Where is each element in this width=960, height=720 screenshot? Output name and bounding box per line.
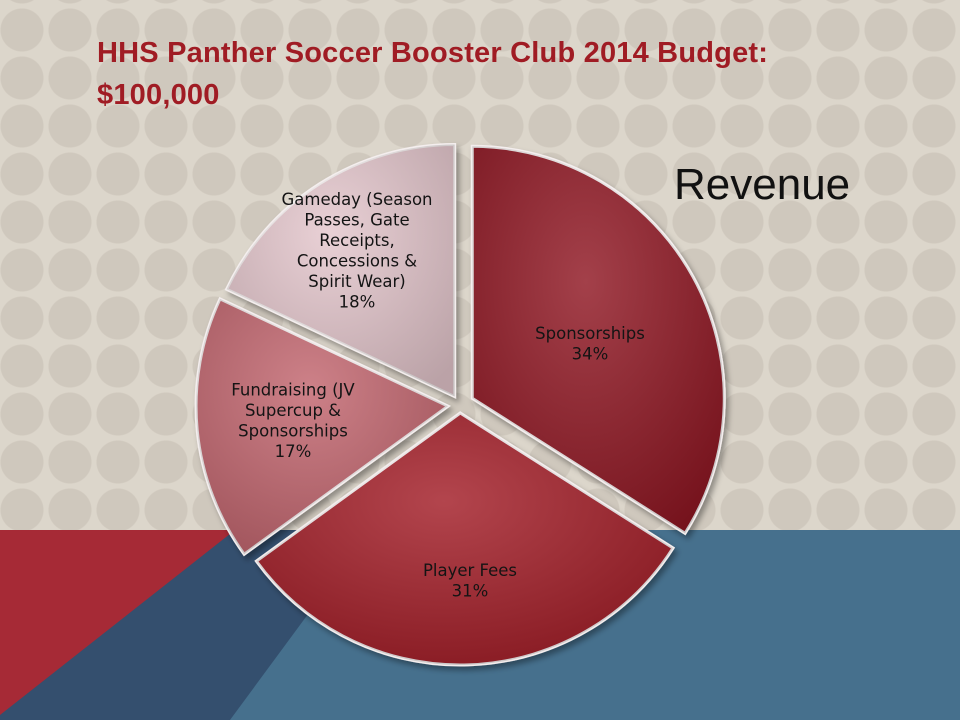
pie-slice-label-1: Sponsorships 34% [535, 324, 645, 364]
slice-label-line: Receipts, [319, 231, 394, 250]
slice-label-line: Sponsorships [238, 421, 348, 440]
slice-label-line: Sponsorships [535, 324, 645, 343]
slice-label-line: Fundraising (JV [231, 380, 355, 399]
slice-label-line: Concessions & [297, 251, 417, 270]
slice-percent: 31% [452, 581, 489, 600]
pie-slice-4 [224, 143, 457, 399]
slice-percent: 34% [572, 344, 609, 363]
slice-percent: 18% [339, 292, 376, 311]
slice-percent: 17% [275, 442, 312, 461]
pie-slice-1 [470, 144, 726, 536]
pie-slice-3 [194, 296, 451, 557]
slice-label-line: Gameday (Season [281, 190, 432, 209]
slice-label-line: Spirit Wear) [308, 272, 405, 291]
slice-label-line: Supercup & [245, 401, 341, 420]
pie-slice-label-2: Player Fees 31% [423, 561, 517, 601]
chart-title: Revenue [674, 160, 851, 209]
slide-title: HHS Panther Soccer Booster Club 2014 Bud… [97, 37, 769, 111]
pie-slice-2 [254, 411, 676, 667]
pie-slice-label-3: Fundraising (JV Supercup & Sponsorships 17% [231, 380, 355, 461]
pie-slice-label-4: Gameday (Season Passes, Gate Receipts, Conc… [281, 190, 432, 312]
slice-label-line: Player Fees [423, 561, 517, 580]
slice-label-line: Passes, Gate [304, 210, 409, 229]
